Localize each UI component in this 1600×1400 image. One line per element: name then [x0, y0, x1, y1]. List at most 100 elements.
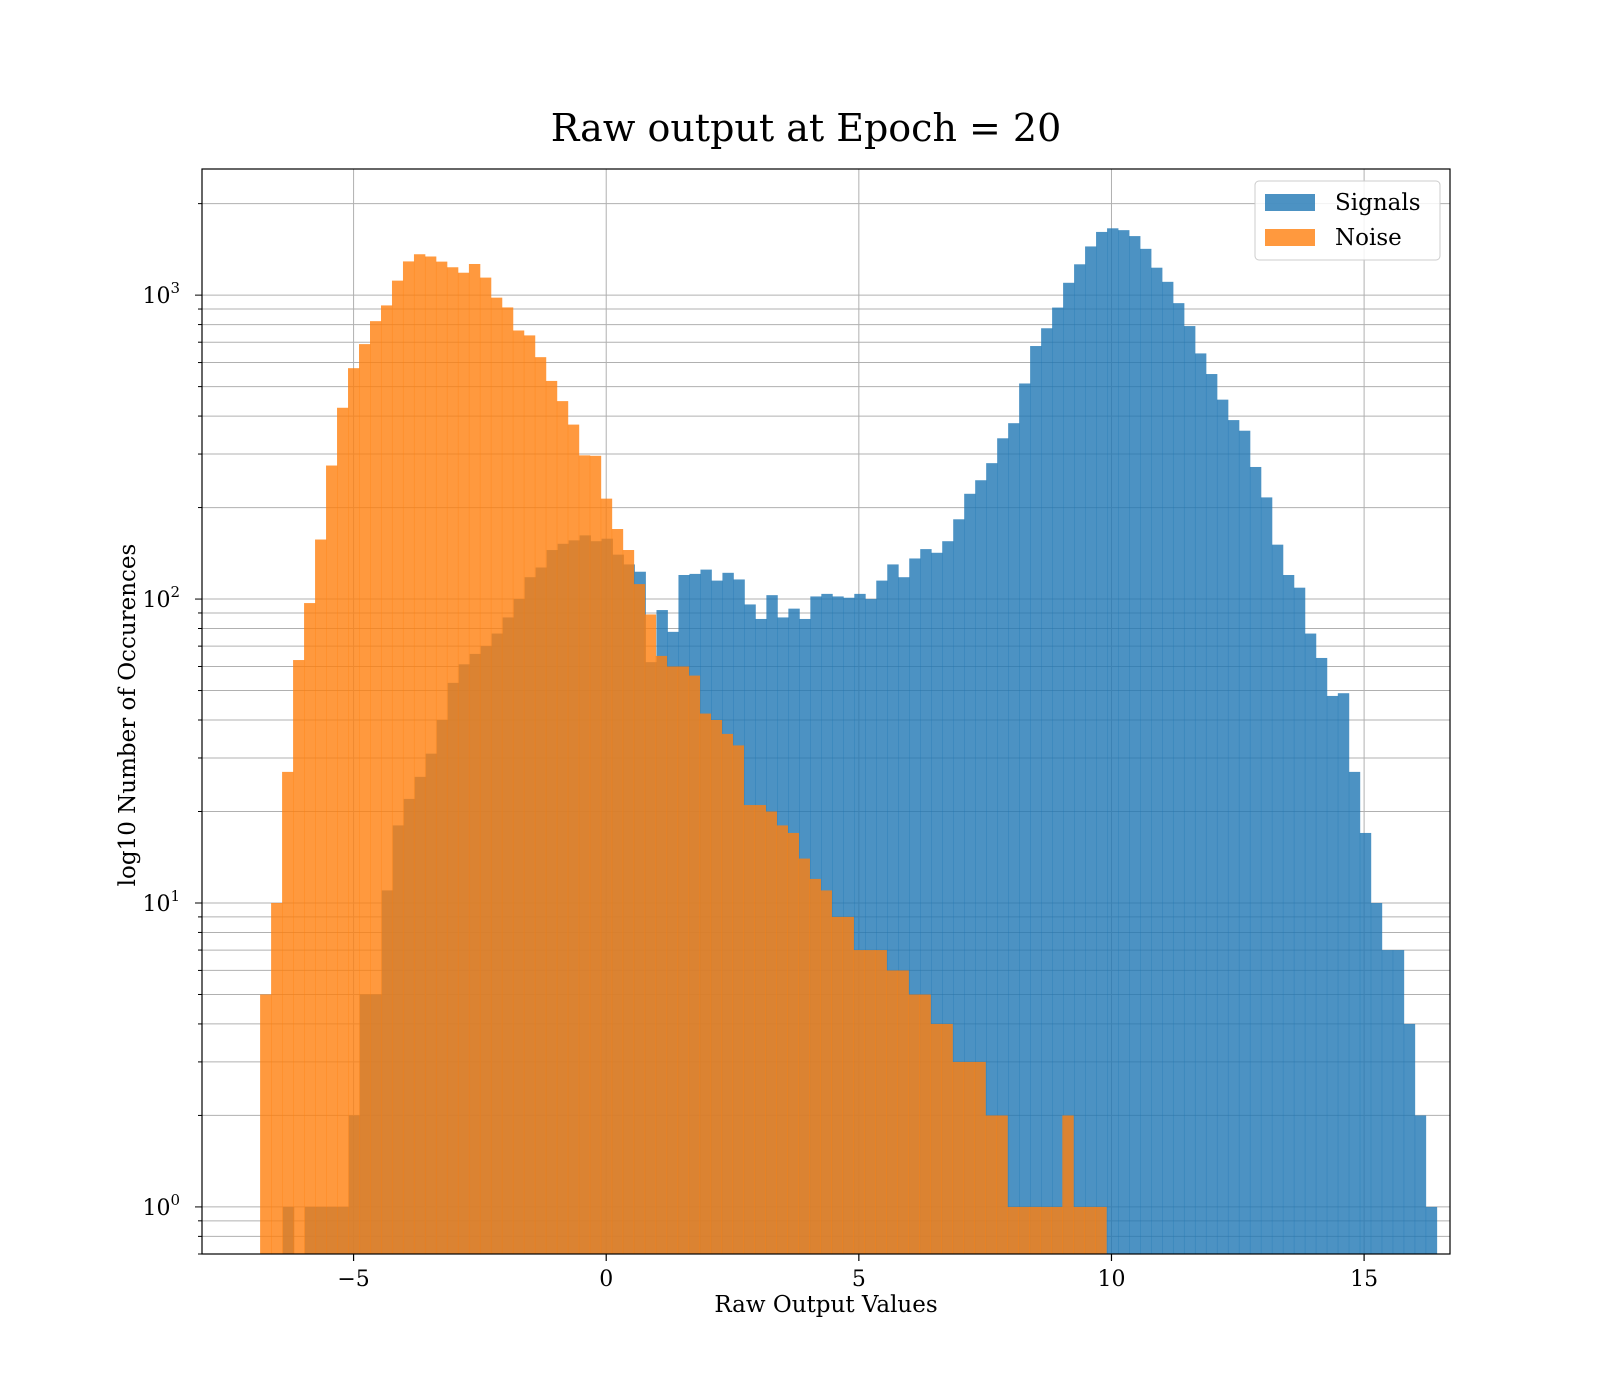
bar-signals	[876, 580, 888, 1254]
x-tick-label: −5	[337, 1267, 369, 1292]
bar-signals	[920, 549, 932, 1254]
bar-noise	[897, 970, 909, 1254]
ticks-layer: −5 0 5 10 15 100 101 102 103	[142, 203, 1378, 1292]
bar-noise	[391, 280, 404, 1254]
legend-swatch-signals	[1265, 194, 1315, 211]
bar-noise	[754, 805, 767, 1254]
bar-signals	[1096, 231, 1108, 1254]
bar-noise	[853, 950, 865, 1254]
bar-signals	[1107, 228, 1119, 1254]
bar-noise	[523, 335, 536, 1254]
bar-noise	[413, 254, 426, 1254]
bar-signals	[964, 493, 976, 1255]
bar-noise	[985, 1115, 997, 1254]
bar-signals	[1282, 574, 1295, 1254]
bar-noise	[315, 539, 327, 1254]
bar-signals	[1370, 902, 1383, 1254]
bar-noise	[1073, 1206, 1085, 1254]
bar-noise	[556, 401, 569, 1255]
bar-noise	[326, 465, 338, 1255]
bar-signals	[1238, 430, 1251, 1254]
bar-signals	[1041, 328, 1053, 1255]
bar-noise	[655, 655, 668, 1254]
plot-frame	[201, 168, 1451, 1255]
bar-noise	[468, 263, 481, 1254]
x-tick-label: 10	[1097, 1267, 1125, 1292]
legend-label-noise: Noise	[1335, 225, 1402, 251]
bars-layer	[260, 228, 1438, 1255]
bar-signals	[1052, 307, 1064, 1254]
bar-noise	[1051, 1206, 1063, 1254]
bar-noise	[534, 357, 547, 1255]
bar-noise	[820, 890, 832, 1254]
bar-noise	[732, 745, 745, 1254]
bar-noise	[337, 407, 349, 1254]
bar-noise	[622, 550, 635, 1254]
bar-signals	[1183, 326, 1196, 1255]
bar-signals	[1194, 353, 1207, 1254]
bar-noise	[1095, 1206, 1107, 1254]
bar-noise	[743, 805, 756, 1254]
bar-signals	[1162, 281, 1174, 1254]
bar-noise	[776, 825, 788, 1254]
bar-signals	[1359, 832, 1372, 1254]
bar-noise	[875, 950, 887, 1254]
bar-signals	[931, 552, 943, 1254]
bar-signals	[1293, 587, 1306, 1254]
bar-noise	[930, 1023, 942, 1254]
bar-noise	[963, 1061, 975, 1254]
bar-signals	[1425, 1206, 1438, 1254]
bar-noise	[1084, 1206, 1096, 1254]
x-tick-label: 5	[852, 1267, 866, 1292]
bar-signals	[1172, 303, 1185, 1254]
bar-noise	[348, 368, 360, 1254]
y-axis-label: log10 Number of Occurences	[115, 544, 141, 887]
bar-signals	[1315, 657, 1328, 1254]
y-tick-label: 103	[142, 279, 180, 309]
bar-signals	[1260, 497, 1273, 1255]
bar-noise	[490, 297, 503, 1254]
bar-signals	[865, 599, 877, 1254]
bar-signals	[1030, 346, 1042, 1255]
bar-noise	[666, 666, 679, 1254]
bar-noise	[402, 261, 415, 1255]
bar-noise	[611, 529, 624, 1254]
bar-signals	[1140, 248, 1152, 1254]
bar-noise	[699, 713, 712, 1254]
bar-signals	[1129, 236, 1141, 1254]
bar-noise	[644, 614, 657, 1254]
bar-signals	[1381, 950, 1394, 1254]
bar-noise	[633, 584, 646, 1254]
bar-signals	[986, 463, 998, 1254]
bar-noise	[1029, 1206, 1041, 1254]
bar-noise	[293, 660, 305, 1254]
x-tick-label: 0	[599, 1267, 613, 1292]
bar-signals	[1151, 267, 1163, 1255]
bar-noise	[1018, 1206, 1030, 1254]
bar-noise	[359, 344, 371, 1255]
bar-noise	[798, 858, 810, 1254]
bar-signals	[975, 480, 987, 1255]
bar-noise	[886, 970, 898, 1254]
bar-signals	[898, 577, 910, 1254]
bar-signals	[1118, 230, 1130, 1254]
bar-signals	[1205, 374, 1218, 1254]
bar-noise	[842, 916, 854, 1254]
bar-signals	[1337, 693, 1350, 1254]
bar-noise	[479, 277, 492, 1254]
bar-signals	[1249, 466, 1262, 1255]
legend: Signals Noise	[1254, 180, 1441, 261]
series-noise	[260, 254, 1107, 1255]
bar-noise	[271, 902, 283, 1254]
bar-noise	[424, 256, 437, 1254]
bar-noise	[677, 666, 690, 1254]
bar-signals	[1019, 383, 1031, 1254]
bar-noise	[589, 455, 602, 1255]
bar-signals	[854, 593, 866, 1254]
bar-noise	[864, 950, 876, 1254]
bar-signals	[1304, 633, 1317, 1254]
y-tick-label: 101	[142, 887, 180, 917]
bar-noise	[380, 305, 393, 1254]
bar-signals	[1074, 264, 1086, 1254]
